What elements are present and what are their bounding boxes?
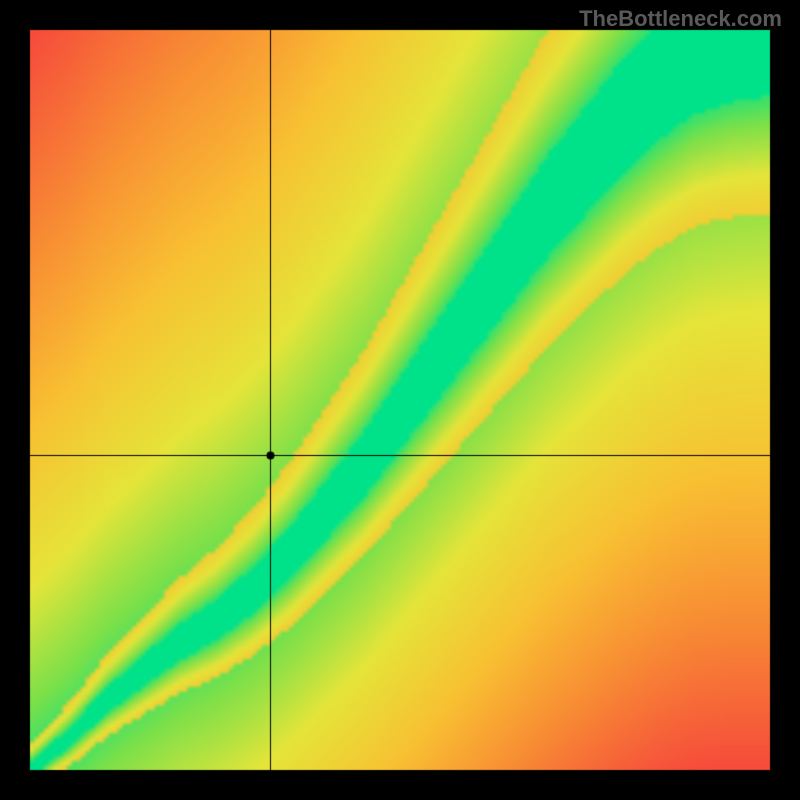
chart-container: TheBottleneck.com	[0, 0, 800, 800]
heatmap-canvas	[0, 0, 800, 800]
watermark-text: TheBottleneck.com	[579, 6, 782, 32]
